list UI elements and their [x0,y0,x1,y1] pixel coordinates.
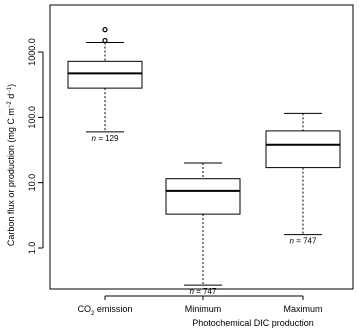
y-axis-title-suffix: ) [6,84,16,87]
x-tick-label-main: CO [78,304,92,314]
x-tick-label-main: Minimum [185,304,222,314]
n-label-count: = 129 [96,134,119,143]
n-label: n = 747 [290,237,317,246]
n-label-count: = 747 [294,237,317,246]
y-axis-title: Carbon flux or production (mg C m−2 d−1) [6,84,16,246]
y-axis-title-sup2: −1 [7,86,13,94]
x-tick-label-sub: 2 [91,311,95,317]
n-label-prefix: n [92,134,97,143]
box-group: n = 747 [265,112,341,246]
x-axis: CO2 emission Minimum Maximum [78,295,323,317]
n-label-count: = 747 [194,287,217,296]
n-label-prefix: n [190,287,195,296]
box-group: n = 129 [67,27,143,143]
x-tick-label: Minimum [185,304,222,314]
x-tick-label: Maximum [283,304,322,314]
plot-frame [49,4,354,290]
y-tick-label: 1000.0 [27,38,37,66]
iqr-box [265,130,341,169]
x-tick-label-rest: emission [94,304,132,314]
outlier-point [102,37,108,44]
y-axis-title-sup1: −2 [7,101,13,109]
n-label: n = 129 [92,134,119,143]
y-tick-label: 10.0 [27,174,37,192]
y-axis-title-mid: d [6,94,16,102]
n-label: n = 747 [190,287,217,296]
x-tick-label: CO2 emission [78,304,133,317]
iqr-box [67,60,143,89]
x-tick-label-main: Maximum [283,304,322,314]
n-label-prefix: n [290,237,295,246]
iqr-box [165,178,241,215]
y-axis: 1.0 10.0 100.0 1000.0 [27,38,44,255]
y-tick-label: 1.0 [27,242,37,255]
y-tick-label: 100.0 [27,106,37,129]
box-group: n = 747 [165,162,241,296]
y-axis-title-prefix: Carbon flux or production (mg C m [6,108,16,246]
outlier-point [102,27,108,33]
x-axis-title: Photochemical DIC production [192,318,314,328]
